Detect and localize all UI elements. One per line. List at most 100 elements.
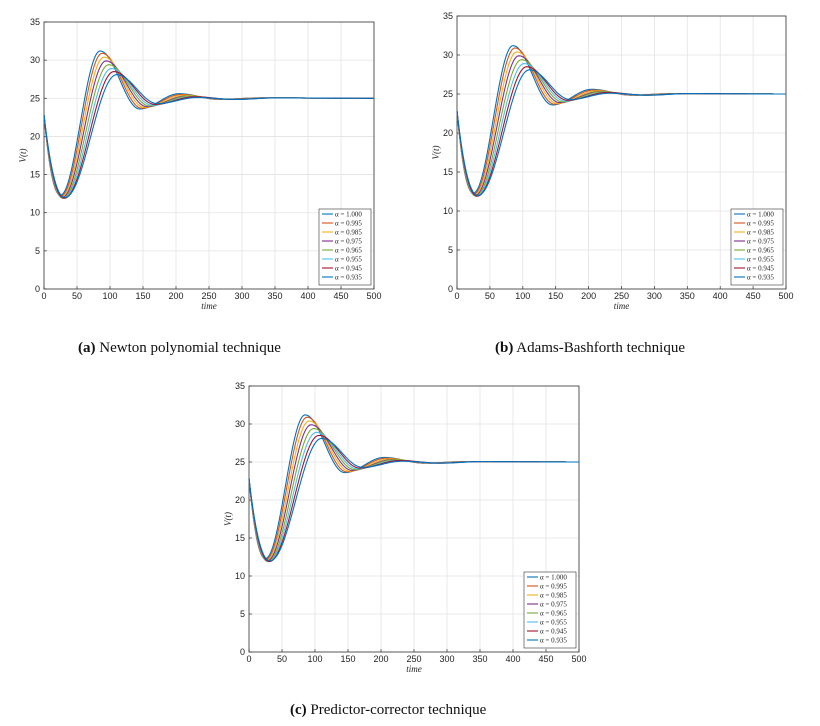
x-axis-label: time — [614, 301, 630, 311]
y-tick-label: 35 — [443, 11, 453, 21]
legend-entry-0: α = 1.000 — [747, 211, 774, 219]
legend-entry-0: α = 1.000 — [335, 211, 362, 219]
caption-c-text: Predictor-corrector technique — [306, 702, 487, 718]
x-tick-label: 300 — [234, 291, 249, 301]
series-line-7 — [248, 437, 579, 562]
x-tick-label: 200 — [373, 654, 388, 664]
x-tick-label: 0 — [246, 654, 251, 664]
y-tick-label: 25 — [30, 93, 40, 103]
y-tick-label: 0 — [35, 284, 40, 294]
caption-c-letter: (c) — [290, 702, 307, 718]
x-tick-label: 100 — [307, 654, 322, 664]
y-axis-label: V(t) — [18, 149, 28, 163]
y-tick-label: 0 — [448, 284, 453, 294]
series-line-7 — [456, 69, 786, 196]
x-tick-label: 250 — [201, 291, 216, 301]
y-tick-label: 15 — [235, 533, 245, 543]
x-tick-label: 300 — [439, 654, 454, 664]
x-tick-label: 100 — [515, 291, 530, 301]
x-tick-label: 400 — [713, 291, 728, 301]
x-tick-label: 350 — [680, 291, 695, 301]
y-axis-label: V(t) — [223, 512, 233, 526]
legend-entry-6: α = 0.945 — [540, 628, 567, 636]
y-tick-label: 5 — [448, 245, 453, 255]
caption-a-letter: (a) — [78, 340, 96, 356]
legend-entry-1: α = 0.995 — [540, 583, 567, 591]
y-tick-label: 15 — [443, 167, 453, 177]
x-tick-label: 150 — [135, 291, 150, 301]
x-tick-label: 350 — [472, 654, 487, 664]
y-axis-label: V(t) — [431, 146, 441, 160]
x-tick-label: 450 — [333, 291, 348, 301]
legend-entry-3: α = 0.975 — [540, 601, 567, 609]
legend-entry-2: α = 0.985 — [747, 229, 774, 237]
legend-entry-3: α = 0.975 — [335, 238, 362, 246]
legend-entry-7: α = 0.935 — [747, 274, 774, 282]
legend-entry-4: α = 0.965 — [747, 247, 774, 255]
legend-entry-2: α = 0.985 — [540, 592, 567, 600]
x-tick-label: 0 — [41, 291, 46, 301]
x-tick-label: 250 — [614, 291, 629, 301]
legend-entry-0: α = 1.000 — [540, 574, 567, 582]
x-tick-label: 150 — [548, 291, 563, 301]
x-tick-label: 200 — [168, 291, 183, 301]
x-tick-label: 450 — [538, 654, 553, 664]
legend-entry-6: α = 0.945 — [335, 265, 362, 273]
legend-box — [523, 571, 577, 649]
x-tick-label: 200 — [581, 291, 596, 301]
series-line-7 — [43, 74, 374, 199]
x-tick-label: 500 — [778, 291, 793, 301]
y-tick-label: 20 — [30, 131, 40, 141]
y-tick-label: 10 — [443, 206, 453, 216]
x-tick-label: 250 — [406, 654, 421, 664]
y-tick-label: 10 — [30, 208, 40, 218]
legend-entry-5: α = 0.955 — [335, 256, 362, 264]
x-tick-label: 0 — [454, 291, 459, 301]
caption-b: (b) Adams-Bashforth technique — [495, 340, 685, 357]
legend-entry-5: α = 0.955 — [747, 256, 774, 264]
legend-entry-5: α = 0.955 — [540, 619, 567, 627]
y-tick-label: 0 — [240, 647, 245, 657]
x-tick-label: 400 — [300, 291, 315, 301]
y-tick-label: 15 — [30, 170, 40, 180]
y-tick-label: 25 — [235, 457, 245, 467]
x-tick-label: 100 — [102, 291, 117, 301]
y-tick-label: 5 — [35, 246, 40, 256]
y-tick-label: 30 — [443, 50, 453, 60]
x-tick-label: 150 — [340, 654, 355, 664]
y-tick-label: 20 — [443, 128, 453, 138]
x-tick-label: 500 — [571, 654, 586, 664]
legend-box — [730, 208, 784, 286]
legend-entry-7: α = 0.935 — [335, 274, 362, 282]
x-tick-label: 300 — [647, 291, 662, 301]
y-tick-label: 30 — [235, 419, 245, 429]
x-tick-label: 500 — [366, 291, 381, 301]
legend-entry-3: α = 0.975 — [747, 238, 774, 246]
legend-entry-1: α = 0.995 — [335, 220, 362, 228]
legend-entry-4: α = 0.965 — [540, 610, 567, 618]
legend-box — [318, 208, 372, 286]
legend-entry-4: α = 0.965 — [335, 247, 362, 255]
y-tick-label: 10 — [235, 571, 245, 581]
x-axis-label: time — [406, 664, 422, 674]
y-tick-label: 5 — [240, 609, 245, 619]
caption-c: (c) Predictor-corrector technique — [290, 702, 486, 719]
caption-b-text: Adams-Bashforth technique — [513, 340, 685, 356]
x-tick-label: 50 — [277, 654, 287, 664]
x-tick-label: 400 — [505, 654, 520, 664]
caption-a: (a) Newton polynomial technique — [78, 340, 281, 357]
x-tick-label: 450 — [746, 291, 761, 301]
x-tick-label: 50 — [485, 291, 495, 301]
legend-entry-6: α = 0.945 — [747, 265, 774, 273]
caption-b-letter: (b) — [495, 340, 514, 356]
legend-entry-7: α = 0.935 — [540, 637, 567, 645]
y-tick-label: 30 — [30, 55, 40, 65]
y-tick-label: 35 — [235, 381, 245, 391]
y-tick-label: 35 — [30, 17, 40, 27]
